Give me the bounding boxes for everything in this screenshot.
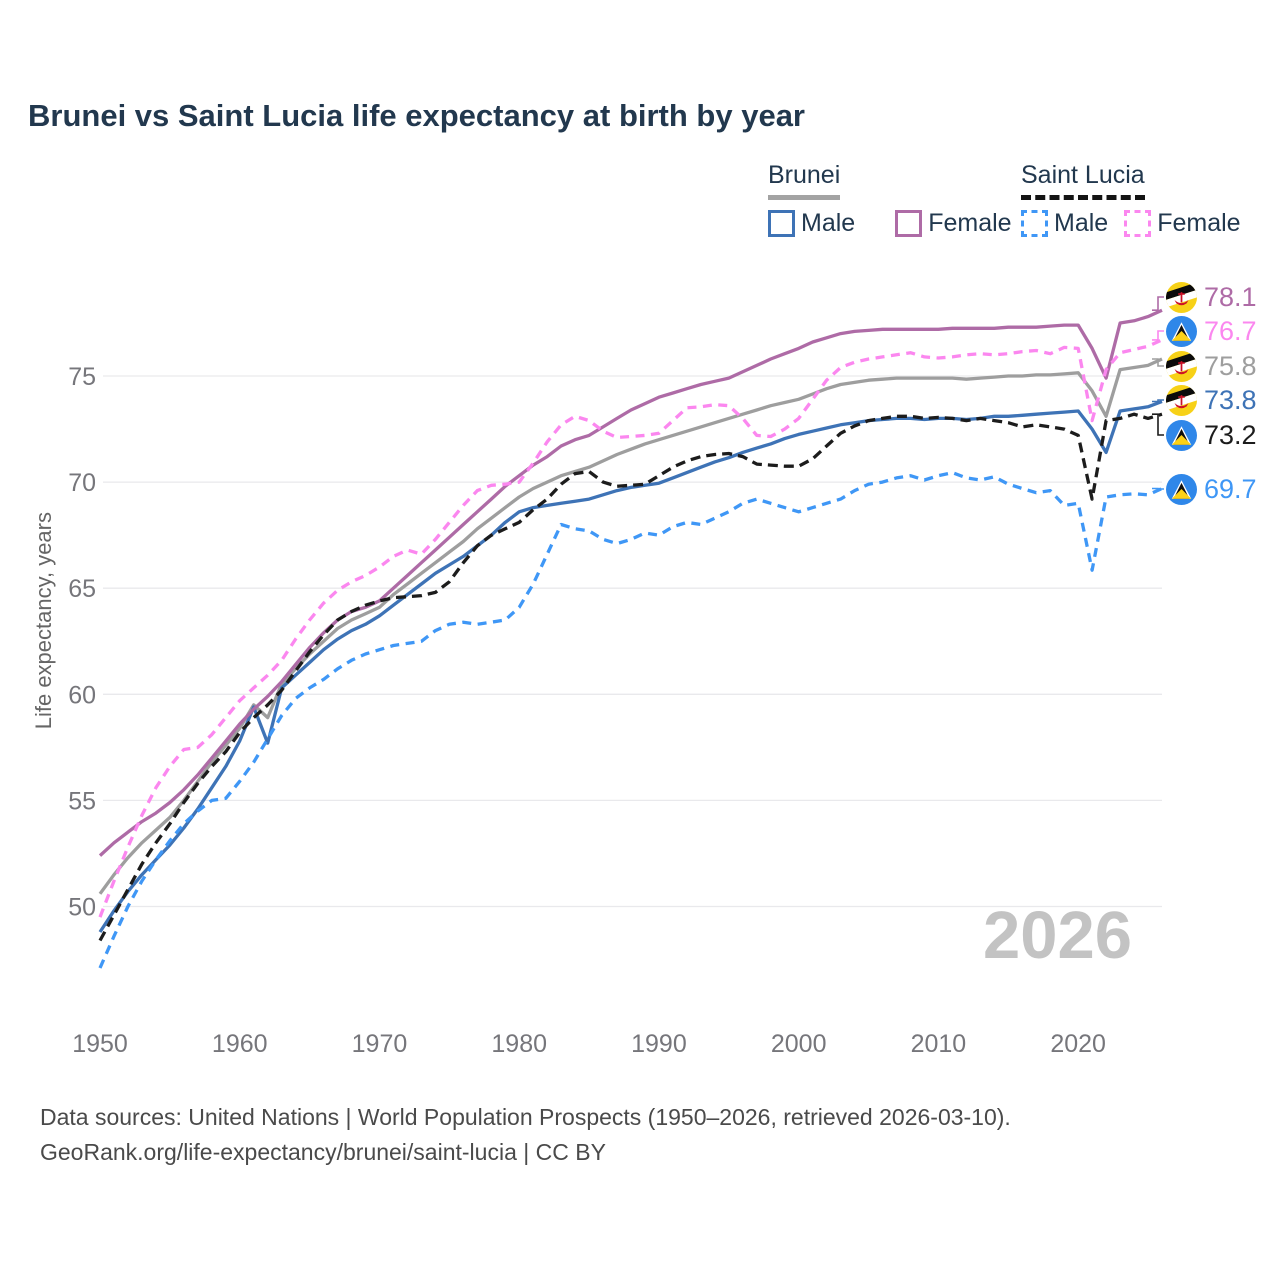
end-label-value: 78.1	[1204, 281, 1257, 312]
end-label-saint-lucia-total: 73.2	[1166, 419, 1257, 451]
label-connector-brunei-total	[1152, 358, 1164, 367]
footer-source-line: Data sources: United Nations | World Pop…	[40, 1104, 1011, 1130]
brunei-flag-icon	[1166, 350, 1197, 382]
label-connector-brunei-male	[1152, 399, 1164, 403]
legend-label-saint-lucia-female[interactable]: Female	[1157, 209, 1241, 237]
x-tick-2020: 2020	[1050, 1030, 1106, 1058]
end-label-value: 73.2	[1204, 419, 1257, 450]
y-axis-title: Life expectancy, years	[31, 512, 56, 730]
legend-label-saint-lucia-male[interactable]: Male	[1054, 209, 1109, 237]
x-tick-1970: 1970	[352, 1030, 408, 1058]
legend-title-brunei[interactable]: Brunei	[768, 161, 841, 200]
series-line-saint-lucia-male	[98, 470, 1163, 969]
legend-swatch-brunei-female[interactable]	[895, 210, 923, 237]
end-label-value: 76.7	[1204, 315, 1257, 346]
end-label-value: 69.7	[1204, 473, 1257, 504]
end-label-brunei-total: 75.8	[1166, 350, 1257, 382]
y-tick-70: 70	[68, 469, 96, 497]
legend-swatch-brunei-male[interactable]	[768, 210, 795, 237]
end-label-saint-lucia-female: 76.7	[1166, 315, 1257, 347]
end-label-saint-lucia-male: 69.7	[1166, 473, 1257, 505]
series-line-saint-lucia-total	[98, 412, 1163, 942]
page-title: Brunei vs Saint Lucia life expectancy at…	[28, 98, 805, 133]
saint-lucia-flag-icon	[1166, 315, 1197, 347]
y-tick-50: 50	[68, 894, 96, 922]
label-connector-saint-lucia-male	[1152, 487, 1164, 490]
label-connector-saint-lucia-total	[1152, 413, 1164, 436]
legend-group-saint-lucia: Saint Lucia Male Female	[1021, 161, 1241, 238]
footer-link-line: GeoRank.org/life-expectancy/brunei/saint…	[40, 1139, 606, 1165]
legend-title-saint-lucia[interactable]: Saint Lucia	[1021, 161, 1145, 200]
y-tick-55: 55	[68, 787, 96, 815]
legend-swatch-saint-lucia-female[interactable]	[1124, 210, 1152, 237]
y-tick-65: 65	[68, 575, 96, 603]
end-label-brunei-female: 78.1	[1166, 281, 1257, 313]
x-tick-1980: 1980	[491, 1030, 547, 1058]
footer: Data sources: United Nations | World Pop…	[40, 1100, 1011, 1170]
series-line-brunei-female	[98, 308, 1163, 857]
brunei-flag-icon	[1166, 384, 1197, 416]
watermark-year: 2026	[982, 898, 1132, 973]
chart-plot-area[interactable]: 50 55 60 65 70 75 1950 1960 1970 1980 1990 2000 2010…	[0, 0, 1280, 1080]
legend-group-brunei: Brunei Male Female	[768, 161, 1012, 238]
y-tick-75: 75	[68, 363, 96, 391]
label-connector-saint-lucia-female	[1152, 330, 1164, 341]
end-label-value: 75.8	[1204, 350, 1257, 381]
x-tick-1990: 1990	[631, 1030, 687, 1058]
x-tick-1960: 1960	[212, 1030, 268, 1058]
series-line-saint-lucia-female	[98, 338, 1163, 918]
x-tick-1950: 1950	[72, 1030, 128, 1058]
saint-lucia-flag-icon	[1166, 473, 1197, 505]
series-line-brunei-total	[98, 357, 1163, 895]
end-label-brunei-male: 73.8	[1166, 384, 1257, 416]
legend-label-brunei-male[interactable]: Male	[801, 209, 856, 237]
end-label-value: 73.8	[1204, 384, 1257, 415]
x-tick-2010: 2010	[911, 1030, 967, 1058]
label-connector-brunei-female	[1152, 296, 1164, 311]
x-tick-2000: 2000	[771, 1030, 827, 1058]
y-tick-60: 60	[68, 681, 96, 709]
saint-lucia-flag-icon	[1166, 419, 1197, 451]
legend-swatch-saint-lucia-male[interactable]	[1021, 210, 1048, 237]
brunei-flag-icon	[1166, 281, 1197, 313]
legend-label-brunei-female[interactable]: Female	[928, 209, 1012, 237]
